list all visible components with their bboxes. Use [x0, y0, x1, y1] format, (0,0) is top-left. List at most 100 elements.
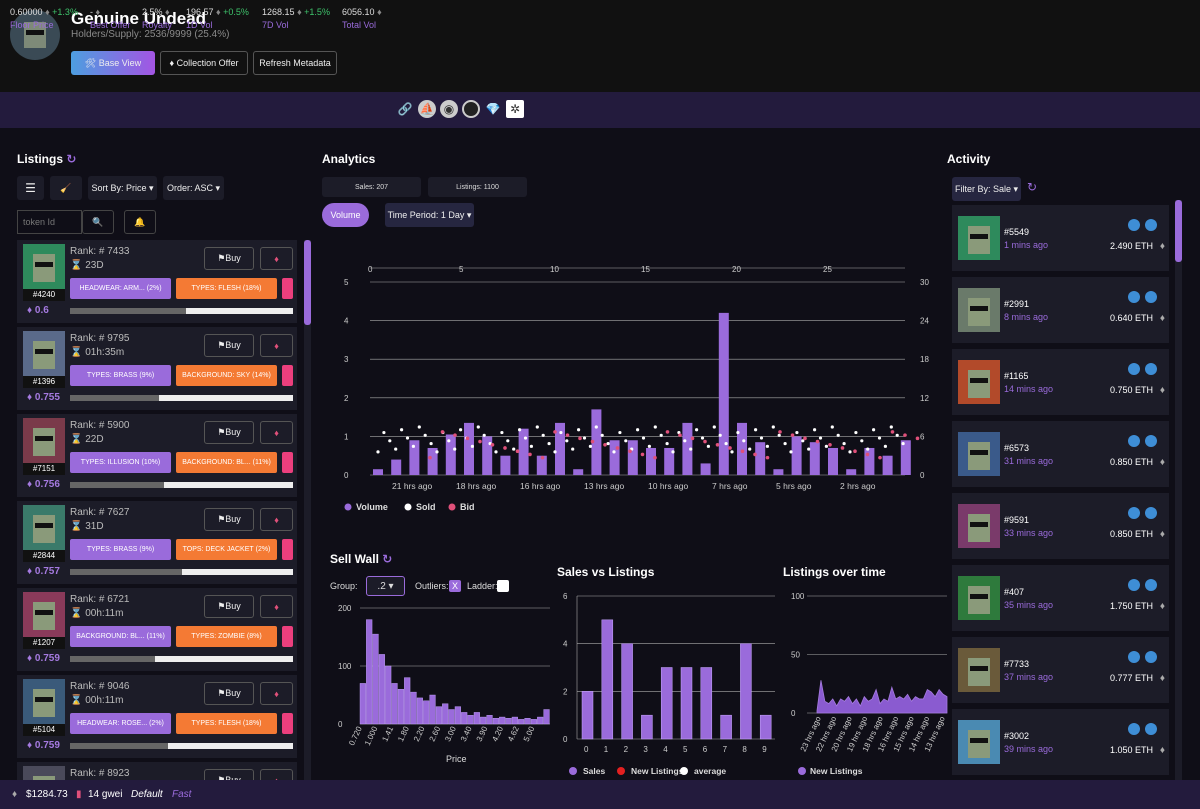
buy-button[interactable]: ⚑Buy — [204, 247, 254, 270]
buy-button[interactable]: ⚑Buy — [204, 682, 254, 705]
activity-card[interactable]: #3002 39 mins ago 1.050 ETH ♦ — [952, 709, 1169, 775]
group-select[interactable]: .2 ▾ — [366, 576, 405, 596]
activity-card[interactable]: #7733 37 mins ago 0.777 ETH ♦ — [952, 637, 1169, 703]
trait-tag[interactable] — [282, 539, 293, 560]
buy-button[interactable]: ⚑Buy — [204, 334, 254, 357]
trait-tag[interactable] — [282, 626, 293, 647]
opensea-icon[interactable]: ⛵ — [418, 100, 436, 118]
looksrare-icon[interactable] — [1128, 219, 1140, 231]
offer-button[interactable]: ♦ — [260, 682, 293, 705]
legend-label[interactable]: New Listings — [810, 766, 863, 776]
sort-by-dropdown[interactable]: Sort By: Price ▾ — [88, 176, 157, 200]
nft-image[interactable] — [23, 679, 65, 724]
filter-icon[interactable]: ☰ — [17, 176, 44, 200]
buy-button[interactable]: ⚑Buy — [204, 508, 254, 531]
looksrare-icon[interactable] — [1128, 723, 1140, 735]
volume-button[interactable]: Volume — [322, 203, 369, 227]
listing-card[interactable]: ♦ Rank: # 8923 ⌛ ⚑Buy ♦ — [17, 762, 297, 780]
refresh-metadata-button[interactable]: Refresh Metadata — [253, 51, 337, 75]
offer-button[interactable]: ♦ — [260, 421, 293, 444]
trait-tag[interactable]: TYPES: ILLUSION (10%) — [70, 452, 171, 473]
opensea-icon[interactable] — [1145, 507, 1157, 519]
listings-scrollbar[interactable] — [304, 240, 311, 780]
nft-image[interactable] — [958, 288, 1000, 332]
nft-image[interactable] — [23, 331, 65, 376]
trait-tag[interactable] — [282, 365, 293, 386]
opensea-icon[interactable] — [1145, 291, 1157, 303]
nft-image[interactable] — [23, 592, 65, 637]
refresh-icon[interactable]: ↻ — [66, 152, 77, 166]
trait-tag[interactable]: BACKGROUND: BL... (11%) — [70, 626, 171, 647]
nft-image[interactable] — [23, 505, 65, 550]
legend-label[interactable]: New Listings — [631, 766, 684, 776]
mode-fast[interactable]: Fast — [172, 789, 192, 800]
looksrare-icon[interactable] — [1128, 435, 1140, 447]
activity-card[interactable]: #6573 31 mins ago 0.850 ETH ♦ — [952, 421, 1169, 487]
trait-tag[interactable]: TYPES: BRASS (9%) — [70, 365, 171, 386]
activity-scrollbar[interactable] — [1175, 200, 1182, 780]
offer-button[interactable]: ♦ — [260, 247, 293, 270]
nft-image[interactable] — [958, 576, 1000, 620]
trait-tag[interactable] — [282, 278, 293, 299]
legend-label[interactable]: average — [694, 766, 726, 776]
offer-button[interactable]: ♦ — [260, 769, 293, 780]
activity-refresh-icon[interactable]: ↻ — [1027, 180, 1038, 194]
opensea-icon[interactable] — [1145, 435, 1157, 447]
token-id-input[interactable]: token Id — [17, 210, 82, 234]
looksrare-icon[interactable] — [1128, 651, 1140, 663]
buy-button[interactable]: ⚑Buy — [204, 595, 254, 618]
legend-label[interactable]: Volume — [356, 502, 388, 512]
opensea-icon[interactable] — [1145, 219, 1157, 231]
x2y2-icon[interactable] — [462, 100, 480, 118]
buy-button[interactable]: ⚑Buy — [204, 421, 254, 444]
offer-button[interactable]: ♦ — [260, 508, 293, 531]
gem-icon[interactable]: 💎 — [485, 102, 501, 116]
listing-card[interactable]: #7151 ♦ 0.756 Rank: # 5900 ⌛ 22D ⚑Buy ♦ … — [17, 414, 297, 497]
listing-card[interactable]: #2844 ♦ 0.757 Rank: # 7627 ⌛ 31D ⚑Buy ♦ … — [17, 501, 297, 584]
nft-image[interactable] — [23, 244, 65, 289]
trait-tag[interactable]: TOPS: DECK JACKET (2%) — [176, 539, 277, 560]
opensea-icon[interactable] — [1145, 579, 1157, 591]
looksrare-icon[interactable] — [1128, 507, 1140, 519]
nft-image[interactable] — [23, 766, 65, 780]
nft-image[interactable] — [958, 648, 1000, 692]
nft-image[interactable] — [958, 432, 1000, 476]
nft-image[interactable] — [958, 720, 1000, 764]
base-view-button[interactable]: 🛠 Base View — [71, 51, 155, 75]
search-icon[interactable]: 🔍 — [82, 210, 114, 234]
listing-card[interactable]: #1207 ♦ 0.759 Rank: # 6721 ⌛ 00h:11m ⚑Bu… — [17, 588, 297, 671]
listing-card[interactable]: #5104 ♦ 0.759 Rank: # 9046 ⌛ 00h:11m ⚑Bu… — [17, 675, 297, 758]
activity-card[interactable]: #407 35 mins ago 1.750 ETH ♦ — [952, 565, 1169, 631]
looksrare-icon[interactable] — [1128, 579, 1140, 591]
ladder-checkbox[interactable] — [497, 580, 509, 592]
nft-image[interactable] — [958, 504, 1000, 548]
filter-by-dropdown[interactable]: Filter By: Sale ▾ — [952, 177, 1021, 201]
time-period-dropdown[interactable]: Time Period: 1 Day ▾ — [385, 203, 474, 227]
activity-card[interactable]: #1165 14 mins ago 0.750 ETH ♦ — [952, 349, 1169, 415]
etherscan-icon[interactable]: ✲ — [506, 100, 524, 118]
looksrare-icon[interactable] — [1128, 363, 1140, 375]
activity-card[interactable]: #2991 8 mins ago 0.640 ETH ♦ — [952, 277, 1169, 343]
legend-label[interactable]: Bid — [460, 502, 475, 512]
legend-label[interactable]: Sales — [583, 766, 605, 776]
order-dropdown[interactable]: Order: ASC ▾ — [163, 176, 224, 200]
offer-button[interactable]: ♦ — [260, 595, 293, 618]
looksrare-icon[interactable] — [1128, 291, 1140, 303]
activity-card[interactable]: #5549 1 mins ago 2.490 ETH ♦ — [952, 205, 1169, 271]
outliers-checkbox[interactable]: X — [449, 580, 461, 592]
activity-card[interactable]: #9591 33 mins ago 0.850 ETH ♦ — [952, 493, 1169, 559]
trait-tag[interactable]: TYPES: FLESH (18%) — [176, 278, 277, 299]
trait-tag[interactable]: BACKGROUND: SKY (14%) — [176, 365, 277, 386]
bell-icon[interactable]: 🔔 — [124, 210, 156, 234]
listing-card[interactable]: #4240 ♦ 0.6 Rank: # 7433 ⌛ 23D ⚑Buy ♦ HE… — [17, 240, 297, 323]
trait-tag[interactable] — [282, 452, 293, 473]
offer-button[interactable]: ♦ — [260, 334, 293, 357]
buy-button[interactable]: ⚑Buy — [204, 769, 254, 780]
opensea-icon[interactable] — [1145, 723, 1157, 735]
link-icon[interactable]: 🔗 — [397, 102, 413, 116]
trait-tag[interactable]: BACKGROUND: BL... (11%) — [176, 452, 277, 473]
mode-default[interactable]: Default — [131, 789, 163, 800]
nft-image[interactable] — [958, 216, 1000, 260]
trait-tag[interactable]: TYPES: ZOMBIE (8%) — [176, 626, 277, 647]
collection-offer-button[interactable]: ♦ Collection Offer — [160, 51, 248, 75]
